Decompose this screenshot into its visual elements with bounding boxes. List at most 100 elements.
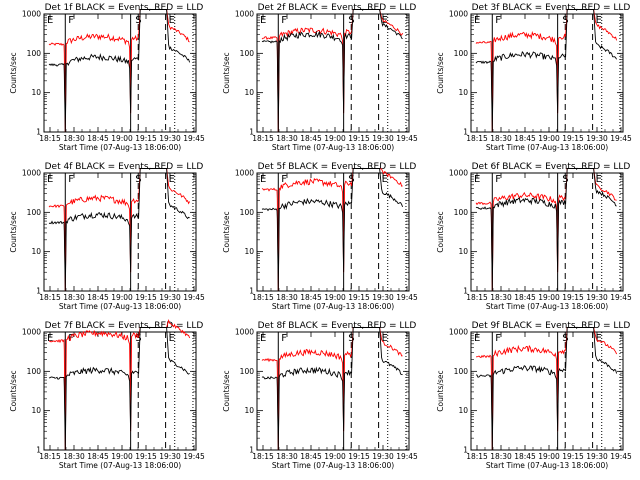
x-tick-label: 19:45 [610,134,632,143]
plot-frame [470,331,624,451]
x-tick-label: 19:15 [562,293,584,302]
x-tick-label: 19:45 [610,452,632,461]
y-tick-label: 100 [454,367,469,376]
marker-label: E [47,333,53,344]
x-tick-label: 19:00 [538,452,560,461]
marker-label: F [495,333,501,344]
lld-series-line [48,168,190,292]
y-tick-label: 1 [463,287,468,296]
lld-series-line [48,9,190,133]
marker-label: E [596,15,602,26]
x-tick-label: 19:00 [111,134,133,143]
marker-label: F [281,333,287,344]
panel-6: Det 6f BLACK = Events, RED = LLD 1 10 100 10… [436,162,632,311]
y-tick-label: 1000 [22,10,41,19]
lld-series-line [48,319,191,451]
panel-title: Det 8f BLACK = Events, RED = LLD [258,321,417,331]
y-tick-label: 10 [244,247,254,256]
y-tick-label: 1000 [22,169,41,178]
panel-1: Det 1f BLACK = Events, RED = LLD 1 10 100 10… [9,3,205,152]
x-axis-label: Start Time (07-Aug-13 18:06:00) [486,143,608,152]
x-tick-label: 18:15 [39,452,61,461]
events-series-line [48,327,190,451]
y-tick-label: 1000 [449,10,468,19]
x-tick-label: 19:30 [372,134,394,143]
marker-label: E [260,333,266,344]
y-tick-label: 100 [27,208,42,217]
y-tick-label: 1000 [22,328,41,337]
panel-7: Det 7f BLACK = Events, RED = LLD 1 10 100 10… [9,319,205,470]
marker-label: F [495,174,501,185]
lld-series-line [261,168,403,292]
x-tick-label: 18:30 [276,452,298,461]
x-tick-label: 19:15 [348,134,370,143]
y-axis-label: Counts/sec [436,52,445,93]
marker-label: S [348,333,354,344]
x-axis-label: Start Time (07-Aug-13 18:06:00) [486,302,608,311]
lld-series-line [475,9,618,133]
x-axis-label: Start Time (07-Aug-13 18:06:00) [486,461,608,470]
panel-title: Det 7f BLACK = Events, RED = LLD [45,321,204,331]
marker-label: E [382,15,388,26]
x-tick-label: 19:30 [159,134,181,143]
x-axis-label: Start Time (07-Aug-13 18:06:00) [272,302,394,311]
marker-label: S [348,174,354,185]
y-tick-label: 1000 [235,328,254,337]
x-tick-label: 19:00 [538,134,560,143]
x-tick-label: 18:30 [490,134,512,143]
y-tick-label: 1 [36,287,41,296]
y-tick-label: 100 [27,367,42,376]
y-tick-label: 1 [36,128,41,137]
y-axis-label: Counts/sec [9,370,18,411]
x-tick-label: 19:15 [135,293,157,302]
x-tick-label: 18:45 [87,452,109,461]
marker-label: F [68,15,74,26]
x-tick-label: 19:30 [159,452,181,461]
panel-title: Det 4f BLACK = Events, RED = LLD [45,162,204,172]
plot-frame [43,331,197,451]
x-axis-label: Start Time (07-Aug-13 18:06:00) [59,143,181,152]
plot-frame [43,172,197,292]
x-tick-label: 19:30 [586,452,608,461]
marker-label: E [260,174,266,185]
marker-label: E [47,15,53,26]
panel-title: Det 1f BLACK = Events, RED = LLD [45,3,204,13]
panel-9: Det 9f BLACK = Events, RED = LLD 1 10 100 10… [436,321,632,470]
y-axis-label: Counts/sec [222,211,231,252]
lld-series-line [475,168,617,292]
marker-label: E [47,174,53,185]
x-tick-label: 18:15 [252,134,274,143]
x-tick-label: 19:00 [111,452,133,461]
x-tick-label: 18:30 [276,134,298,143]
plot-frame [470,13,624,133]
x-tick-label: 18:15 [39,293,61,302]
x-tick-label: 19:30 [586,134,608,143]
marker-label: E [260,15,266,26]
x-tick-label: 19:00 [538,293,560,302]
events-series-line [261,168,404,292]
marker-label: F [68,333,74,344]
x-tick-label: 19:45 [396,452,418,461]
panel-title: Det 9f BLACK = Events, RED = LLD [472,321,631,331]
plot-frame [43,13,197,133]
marker-label: F [68,174,74,185]
y-tick-label: 10 [31,88,41,97]
x-tick-label: 19:45 [183,452,205,461]
x-tick-label: 19:45 [610,293,632,302]
x-tick-label: 18:15 [466,293,488,302]
x-tick-label: 19:15 [562,134,584,143]
x-tick-label: 18:30 [490,452,512,461]
x-tick-label: 19:30 [586,293,608,302]
panel-2: Det 2f BLACK = Events, RED = LLD 1 10 100 10… [222,3,418,152]
x-tick-label: 18:15 [466,452,488,461]
panel-title: Det 3f BLACK = Events, RED = LLD [472,3,631,13]
y-axis-label: Counts/sec [436,370,445,411]
y-tick-label: 100 [240,367,255,376]
y-tick-label: 100 [454,208,469,217]
panel-title: Det 6f BLACK = Events, RED = LLD [472,162,631,172]
x-tick-label: 18:45 [514,134,536,143]
x-tick-label: 18:45 [87,293,109,302]
x-tick-label: 19:30 [372,293,394,302]
x-tick-label: 19:45 [396,134,418,143]
events-series-line [475,327,618,451]
